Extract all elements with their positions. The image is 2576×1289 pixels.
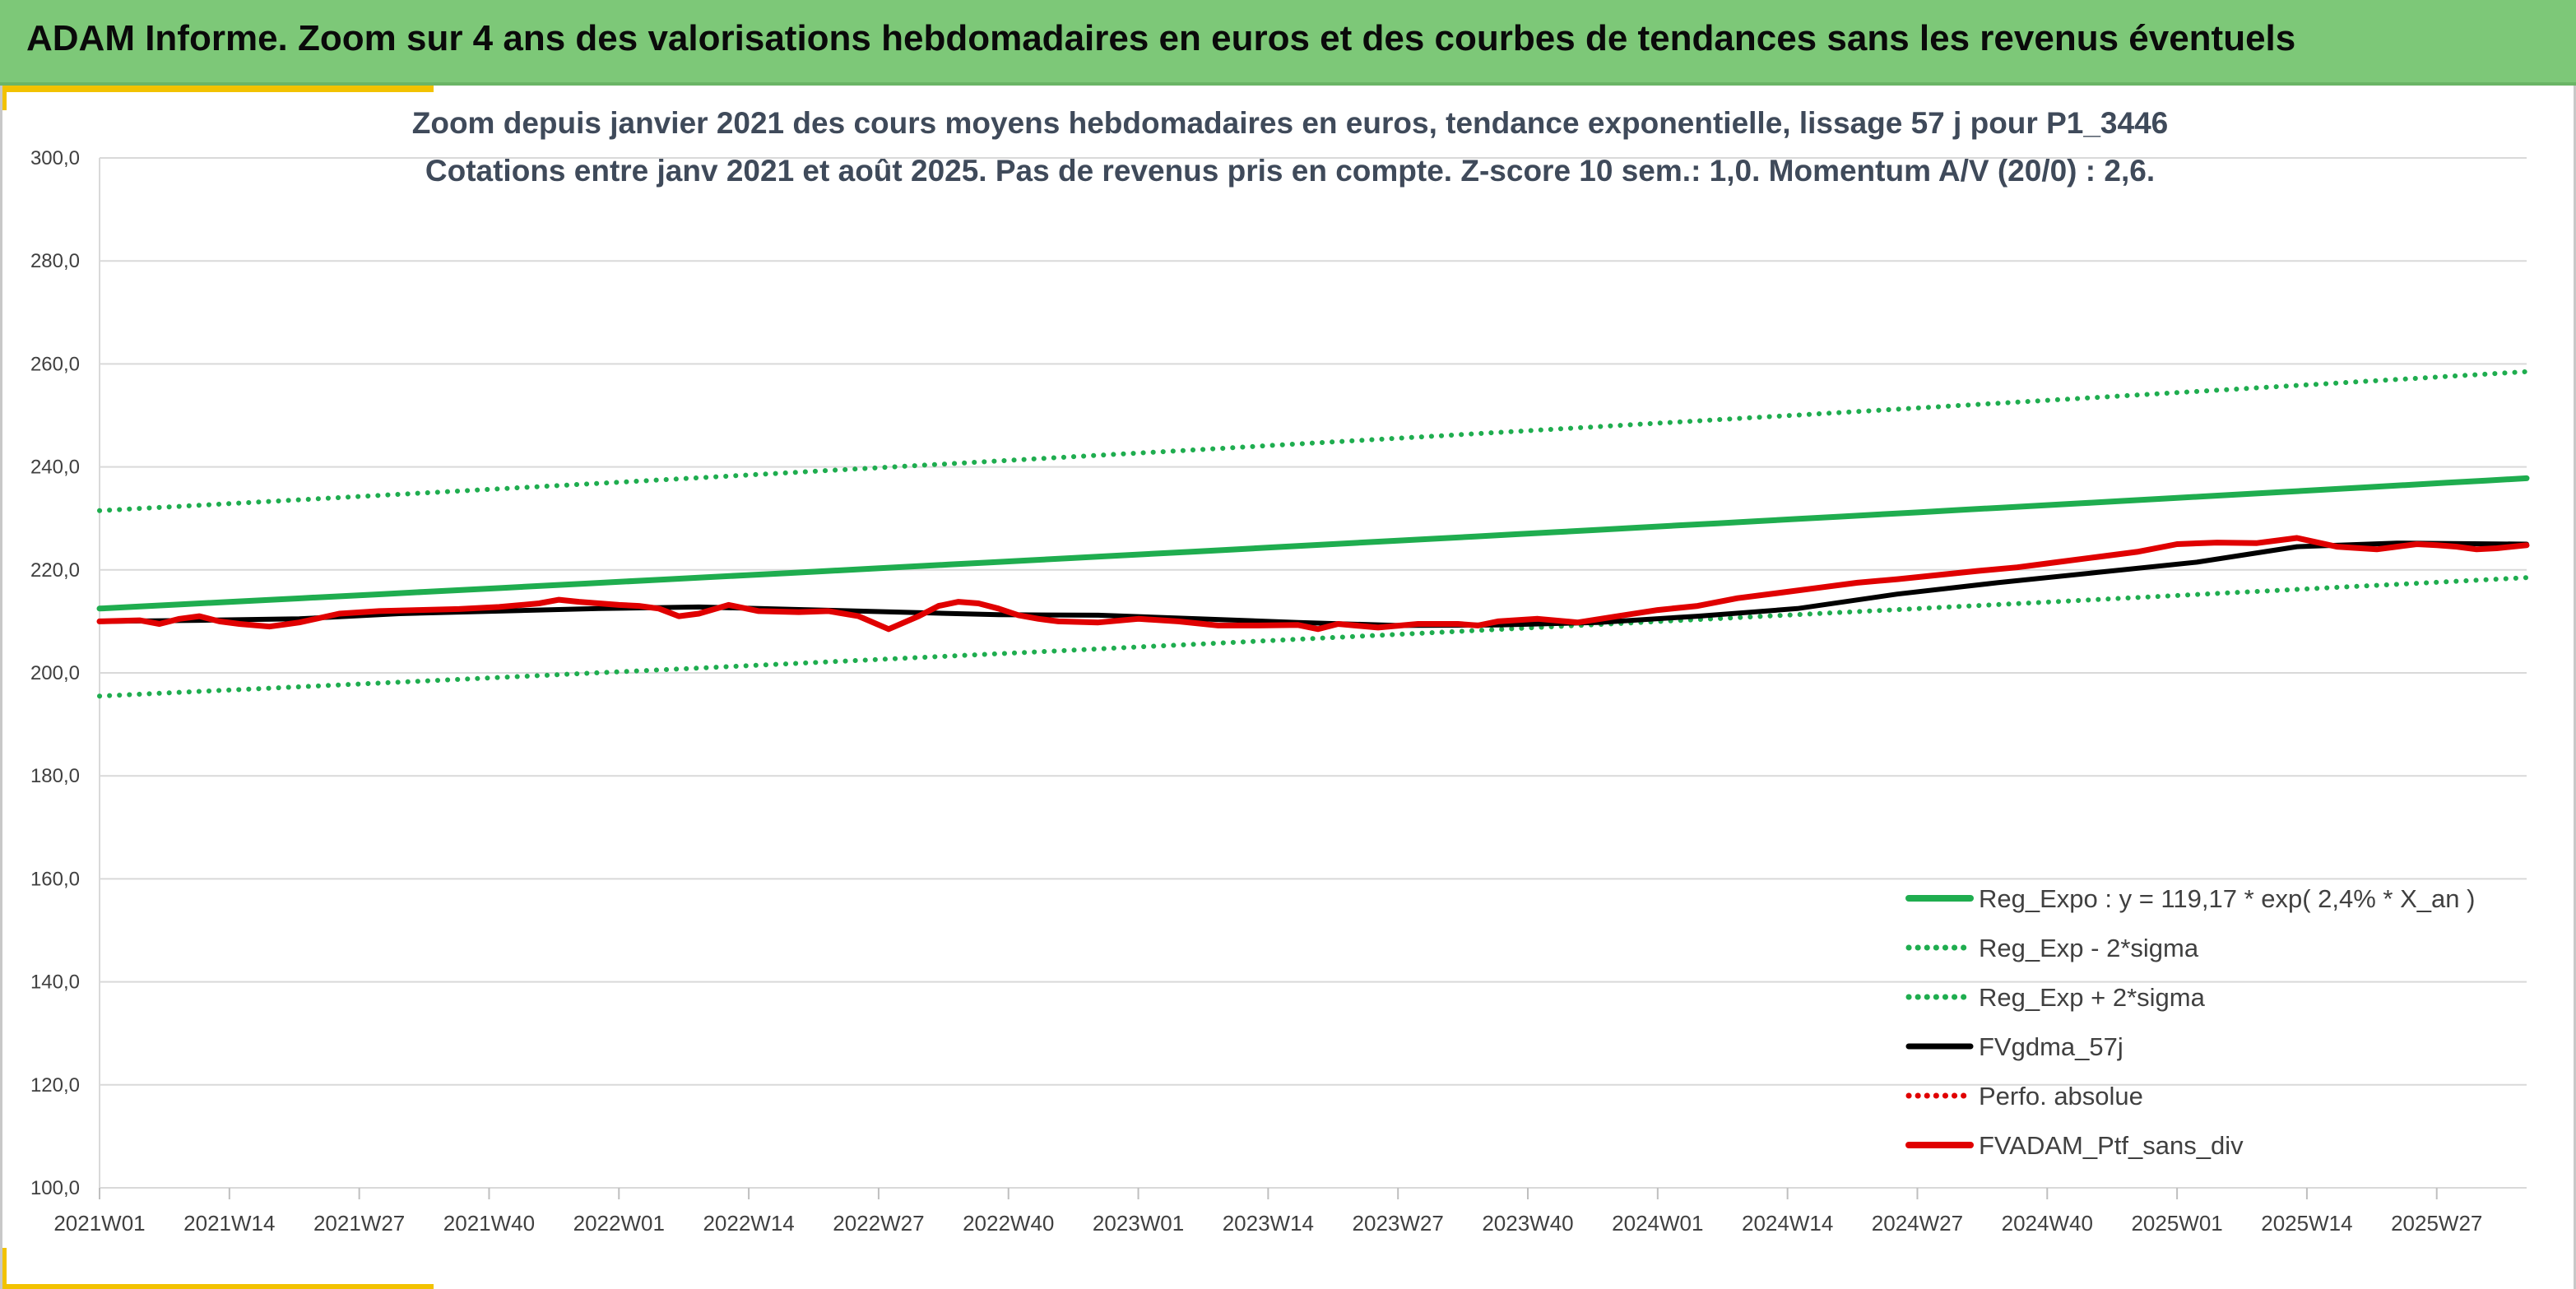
x-tick-label: 2025W01 [2131, 1211, 2222, 1236]
x-tick-label: 2024W40 [2002, 1211, 2093, 1236]
x-tick-label: 2021W27 [313, 1211, 405, 1236]
series-line-reg-expo-y-119-17-exp-2-4-x-an [96, 475, 2530, 612]
legend-label-reg-exp-2-sigma: Reg_Exp + 2*sigma [1979, 983, 2206, 1012]
y-tick-label: 120,0 [30, 1074, 80, 1097]
header-banner: ADAM Informe. Zoom sur 4 ans des valoris… [0, 0, 2576, 86]
legend-label-fvadam-ptf-sans-div: FVADAM_Ptf_sans_div [1979, 1131, 2244, 1160]
x-tick-label: 2021W40 [443, 1211, 535, 1236]
banner-title: ADAM Informe. Zoom sur 4 ans des valoris… [26, 18, 2296, 58]
chart-panel: Zoom depuis janvier 2021 des cours moyen… [0, 86, 2576, 1289]
y-tick-label: 300,0 [30, 147, 80, 169]
legend-label-perfo-absolue: Perfo. absolue [1979, 1082, 2143, 1110]
x-tick-label: 2024W14 [1742, 1211, 1833, 1236]
accent-bar-left-top [0, 86, 7, 110]
series-line-reg-exp-2-sigma [97, 369, 2529, 513]
legend-label-reg-exp-2-sigma: Reg_Exp - 2*sigma [1979, 934, 2199, 962]
y-tick-label: 220,0 [30, 559, 80, 582]
accent-bar-left-bottom [0, 1248, 7, 1289]
x-tick-label: 2025W14 [2261, 1211, 2352, 1236]
series-line-fvadam-ptf-sans-div [96, 535, 2530, 633]
x-tick-label: 2023W27 [1353, 1211, 1444, 1236]
x-tick-label: 2022W14 [703, 1211, 794, 1236]
y-tick-label: 140,0 [30, 971, 80, 994]
chart: Zoom depuis janvier 2021 des cours moyen… [30, 106, 2530, 1236]
x-tick-label: 2021W01 [53, 1211, 145, 1236]
y-tick-label: 160,0 [30, 868, 80, 890]
x-tick-label: 2024W27 [1872, 1211, 1963, 1236]
x-tick-label: 2022W27 [833, 1211, 924, 1236]
chart-title-line-1: Zoom depuis janvier 2021 des cours moyen… [412, 106, 2168, 140]
legend-label-reg-expo-y-119-17-exp-2-4-x-an: Reg_Expo : y = 119,17 * exp( 2,4% * X_an… [1979, 884, 2475, 913]
legend-label-fvgdma-57j: FVgdma_57j [1979, 1032, 2123, 1061]
accent-bar-bottom [0, 1284, 434, 1289]
x-tick-label: 2023W14 [1223, 1211, 1314, 1236]
y-tick-label: 200,0 [30, 662, 80, 684]
series-line-fvgdma-57j [97, 540, 2529, 628]
y-tick-label: 100,0 [30, 1177, 80, 1199]
x-tick-label: 2024W01 [1612, 1211, 1703, 1236]
x-tick-label: 2023W40 [1482, 1211, 1573, 1236]
y-tick-label: 280,0 [30, 250, 80, 272]
accent-bar-top [0, 86, 434, 92]
y-tick-label: 260,0 [30, 353, 80, 375]
x-tick-label: 2022W40 [963, 1211, 1054, 1236]
x-tick-label: 2025W27 [2391, 1211, 2482, 1236]
x-tick-label: 2023W01 [1093, 1211, 1184, 1236]
y-tick-label: 240,0 [30, 457, 80, 479]
x-tick-label: 2021W14 [183, 1211, 275, 1236]
series-line-reg-exp-2-sigma [97, 575, 2529, 699]
chart-title-line-2: Cotations entre janv 2021 et août 2025. … [425, 154, 2155, 188]
x-tick-label: 2022W01 [573, 1211, 665, 1236]
y-tick-label: 180,0 [30, 765, 80, 787]
